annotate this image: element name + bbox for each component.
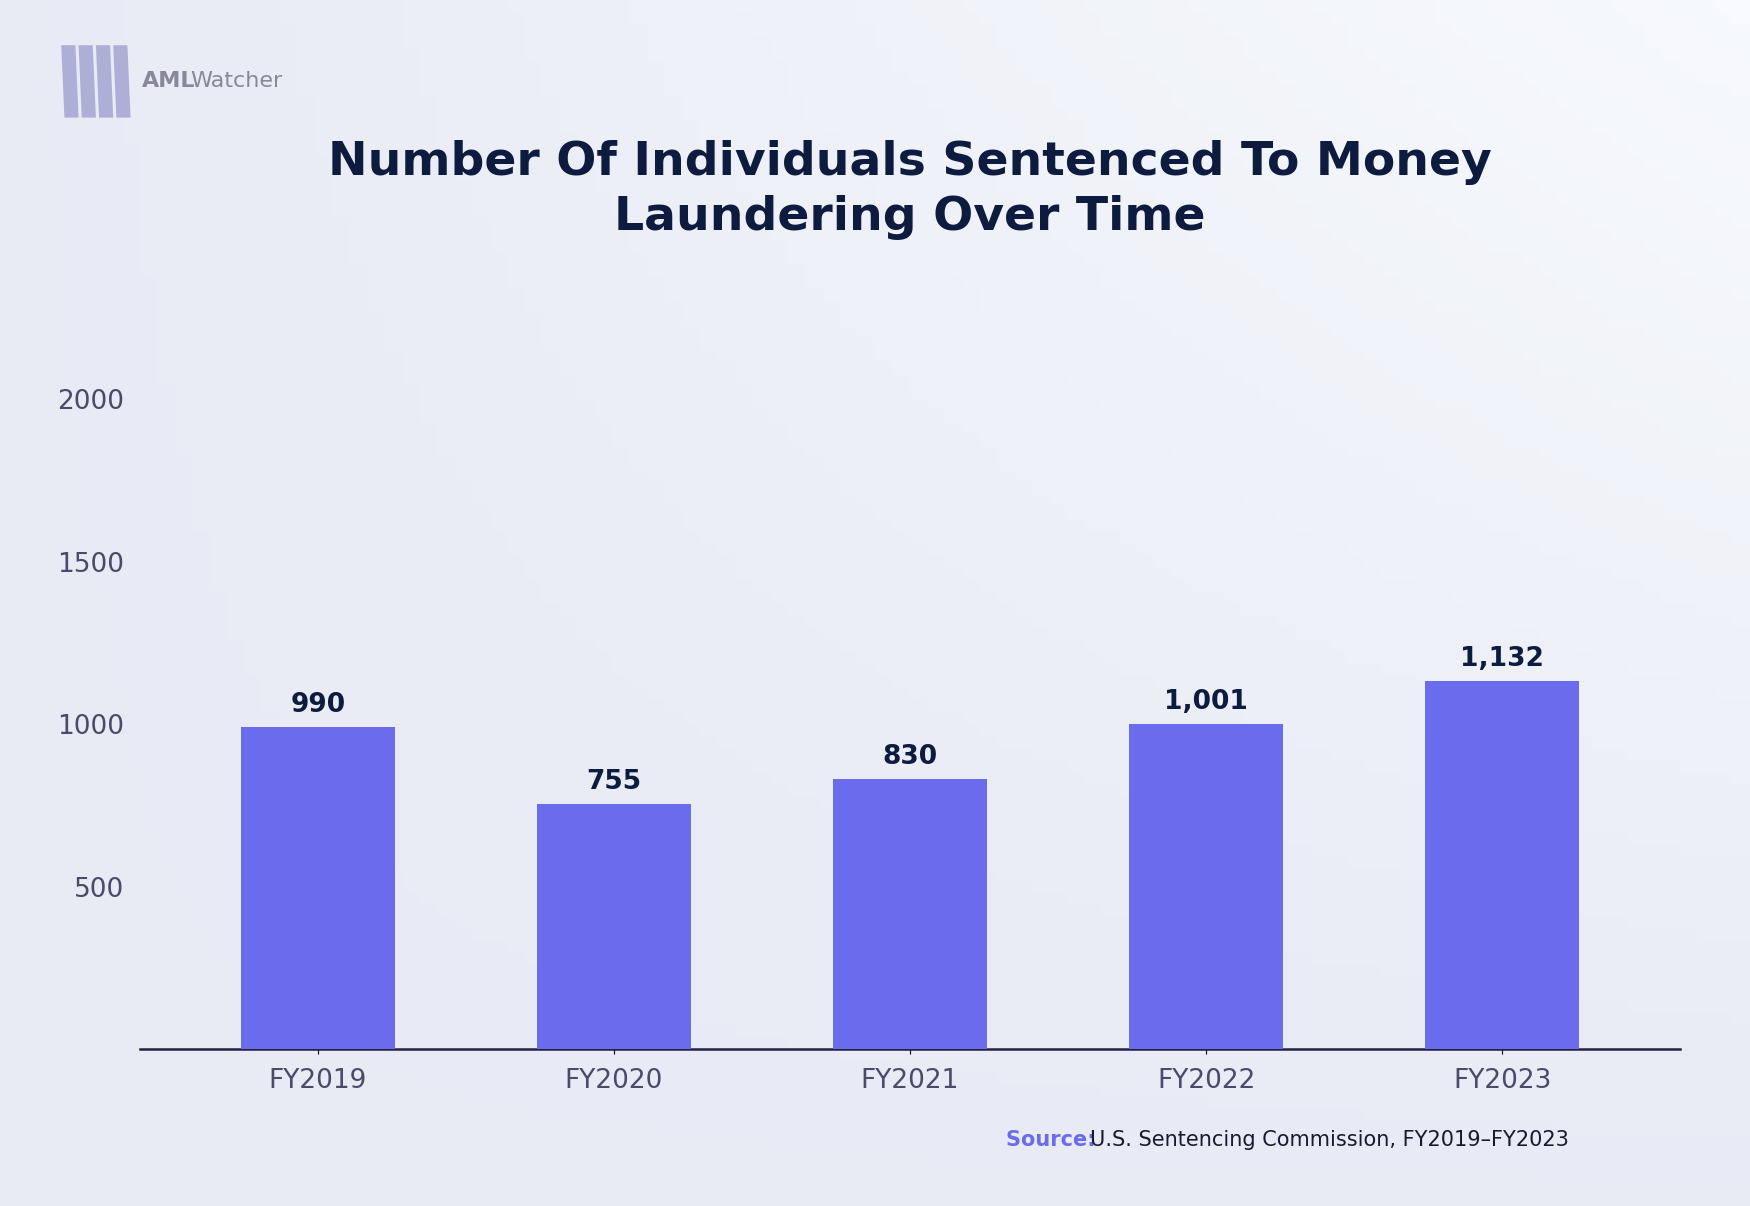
Bar [1424,681,1579,1049]
Polygon shape [114,46,131,117]
Text: 990: 990 [290,692,345,719]
Bar [242,727,396,1049]
Bar [1129,724,1283,1049]
Text: 830: 830 [882,744,938,771]
Text: Number Of Individuals Sentenced To Money: Number Of Individuals Sentenced To Money [329,140,1491,186]
Text: Watcher: Watcher [191,71,284,92]
Text: Laundering Over Time: Laundering Over Time [614,194,1206,240]
Text: 1,001: 1,001 [1164,689,1248,715]
Text: 755: 755 [586,768,642,795]
Polygon shape [96,46,114,117]
Text: Source:: Source: [1006,1130,1102,1149]
Text: 1,132: 1,132 [1460,646,1544,672]
Bar [537,803,691,1049]
Text: U.S. Sentencing Commission, FY2019–FY2023: U.S. Sentencing Commission, FY2019–FY202… [1090,1130,1570,1149]
Text: AML: AML [142,71,194,92]
Polygon shape [61,46,79,117]
Bar [833,779,987,1049]
Polygon shape [79,46,96,117]
